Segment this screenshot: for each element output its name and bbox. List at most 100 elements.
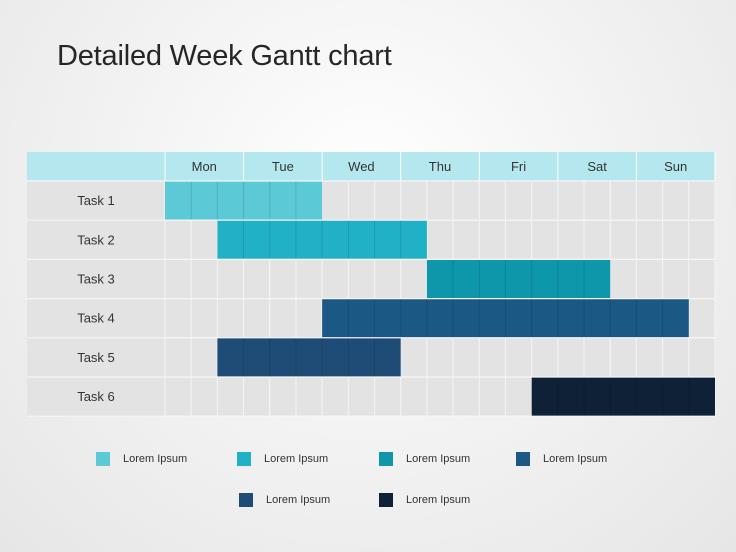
grid-cell bbox=[243, 258, 271, 300]
grid-cell bbox=[347, 376, 376, 417]
legend-item: Lorem Ipsum bbox=[239, 492, 330, 508]
grid-cell bbox=[321, 376, 349, 417]
grid-cell bbox=[164, 376, 192, 417]
legend-swatch bbox=[379, 493, 393, 507]
grid-cell bbox=[688, 219, 716, 260]
task-bar bbox=[217, 337, 401, 377]
grid-cell bbox=[504, 219, 533, 260]
row-label-cell bbox=[27, 259, 165, 299]
grid-cell bbox=[688, 337, 716, 378]
grid-cell bbox=[190, 219, 218, 260]
task-bar bbox=[165, 181, 323, 221]
grid-cell bbox=[478, 219, 506, 260]
legend-swatch bbox=[379, 452, 393, 466]
grid-cell bbox=[400, 258, 428, 300]
grid-cell bbox=[216, 298, 245, 339]
grid-cell bbox=[426, 180, 454, 221]
legend-label: Lorem Ipsum bbox=[123, 453, 188, 465]
legend-item: Lorem Ipsum bbox=[379, 492, 470, 508]
grid-cell bbox=[374, 258, 402, 300]
chart-title: Detailed Week Gantt chart bbox=[57, 40, 392, 72]
grid-cell bbox=[635, 337, 664, 378]
grid-cell bbox=[583, 180, 611, 221]
grid-cell bbox=[557, 180, 585, 221]
grid-cell bbox=[374, 376, 402, 417]
grid-cell bbox=[478, 337, 506, 378]
grid-cell bbox=[531, 180, 559, 221]
grid-cell bbox=[609, 219, 637, 260]
grid-cell bbox=[609, 258, 637, 300]
legend-label: Lorem Ipsum bbox=[406, 453, 471, 465]
grid-cell bbox=[531, 337, 559, 378]
legend-label: Lorem Ipsum bbox=[543, 453, 608, 465]
grid-cell bbox=[164, 219, 192, 260]
grid-cell bbox=[504, 180, 533, 221]
grid-cell bbox=[164, 337, 192, 378]
grid-cell bbox=[452, 376, 480, 417]
grid-cell bbox=[662, 219, 690, 260]
grid-cell bbox=[295, 258, 323, 300]
legend-item: Lorem Ipsum bbox=[379, 451, 470, 467]
grid-cell bbox=[216, 258, 245, 300]
legend-item: Lorem Ipsum bbox=[96, 451, 187, 467]
grid-cell bbox=[243, 298, 271, 339]
grid-cell bbox=[688, 298, 716, 339]
task-label: Task 6 bbox=[77, 389, 115, 404]
row-label-cell bbox=[27, 220, 165, 260]
grid-cell bbox=[243, 376, 271, 417]
task-label: Task 1 bbox=[77, 193, 115, 208]
grid-cell bbox=[295, 298, 323, 339]
day-label: Sun bbox=[664, 159, 687, 174]
task-bar bbox=[426, 259, 611, 299]
grid-cell bbox=[216, 376, 245, 417]
grid-cell bbox=[583, 219, 611, 260]
grid-cell bbox=[426, 337, 454, 378]
grid-cell bbox=[400, 337, 428, 378]
grid-cell bbox=[609, 180, 637, 221]
grid-cell bbox=[583, 337, 611, 378]
task-label: Task 5 bbox=[77, 350, 115, 365]
day-label: Sat bbox=[587, 159, 607, 174]
day-label: Wed bbox=[348, 159, 375, 174]
legend-item: Lorem Ipsum bbox=[237, 451, 328, 467]
grid-cell bbox=[347, 258, 376, 300]
task-bar bbox=[531, 377, 715, 417]
day-label: Mon bbox=[192, 159, 217, 174]
task-label: Task 4 bbox=[77, 311, 115, 326]
day-label: Thu bbox=[429, 159, 451, 174]
grid-cell bbox=[688, 180, 716, 221]
day-label: Fri bbox=[511, 159, 526, 174]
grid-cell bbox=[164, 258, 192, 300]
legend-label: Lorem Ipsum bbox=[406, 494, 471, 506]
grid-cell bbox=[190, 376, 218, 417]
grid-cell bbox=[609, 337, 637, 378]
task-bar bbox=[322, 298, 689, 338]
grid-cell bbox=[557, 337, 585, 378]
grid-cell bbox=[452, 219, 480, 260]
grid-cell bbox=[426, 376, 454, 417]
grid-cell bbox=[662, 258, 690, 300]
row-label-cell bbox=[27, 337, 165, 377]
grid-cell bbox=[426, 219, 454, 260]
grid-cell bbox=[347, 180, 376, 221]
grid-cell bbox=[531, 219, 559, 260]
row-label-cell bbox=[27, 298, 165, 338]
grid-cell bbox=[190, 258, 218, 300]
grid-cell bbox=[295, 376, 323, 417]
grid-cell bbox=[400, 180, 428, 221]
legend-swatch bbox=[516, 452, 530, 466]
grid-cell bbox=[374, 180, 402, 221]
grid-cell bbox=[504, 337, 533, 378]
grid-cell bbox=[321, 258, 349, 300]
task-bar bbox=[217, 220, 427, 260]
legend-swatch bbox=[239, 493, 253, 507]
grid-cell bbox=[662, 337, 690, 378]
grid-cell bbox=[635, 180, 664, 221]
grid-cell bbox=[688, 258, 716, 300]
grid-cell bbox=[478, 180, 506, 221]
grid-cell bbox=[504, 376, 533, 417]
grid-cell bbox=[662, 180, 690, 221]
grid-cell bbox=[190, 337, 218, 378]
legend-item: Lorem Ipsum bbox=[516, 451, 607, 467]
